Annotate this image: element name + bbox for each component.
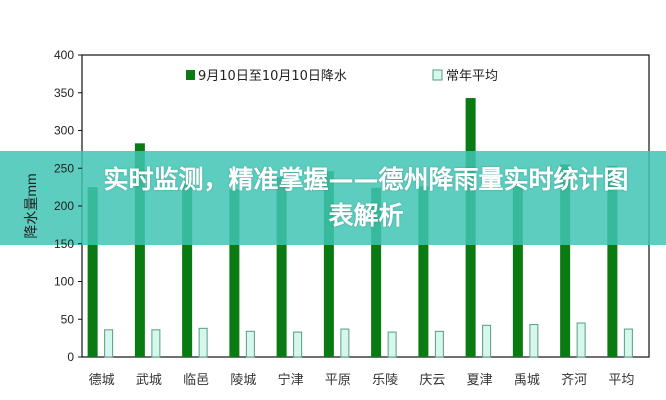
bar-average [293,331,303,358]
legend-swatch-rainfall [186,70,195,80]
bar-rainfall [182,180,193,357]
bar-average [104,329,114,358]
legend-swatch-average [432,69,443,81]
bar-rainfall [607,165,618,357]
bar-rainfall [134,143,145,357]
bar-rainfall [418,186,429,357]
bar-average [245,330,255,358]
x-tick-label: 德城 [89,373,115,388]
x-tick-label: 武城 [136,373,162,388]
bar-rainfall [371,187,382,357]
banner-title: 实时监测，精准掌握——德州降雨量实时统计图表解析 [103,165,629,230]
bar-rainfall [229,189,240,357]
x-tick-label: 乐陵 [372,373,398,388]
x-tick-label: 齐河 [561,372,587,388]
bar-average [151,329,161,358]
title-banner: 实时监测，精准掌握——德州降雨量实时统计图表解析 [0,151,666,245]
legend-label-rainfall: 9月10日至10月10日降水 [198,69,347,84]
bar-rainfall [323,171,334,357]
x-tick-label: 庆云 [419,373,445,388]
x-tick-label: 临邑 [183,373,209,388]
bar-rainfall [512,183,523,357]
bar-average [198,327,208,358]
legend-label-average: 常年平均 [446,69,498,84]
bar-average [623,328,633,358]
bar-average [576,322,586,358]
bar-average [387,331,397,358]
bar-average [340,328,350,358]
x-tick-label: 平原 [325,373,351,388]
bar-average [529,324,539,358]
bar-rainfall [87,187,98,357]
x-tick-label: 平均 [608,373,634,388]
x-tick-label: 禹城 [514,373,540,388]
bar-average [482,324,492,358]
x-tick-label: 宁津 [278,372,304,388]
bar-average [434,330,444,358]
x-tick-label: 夏津 [467,373,493,388]
bar-rainfall [560,164,571,357]
x-tick-label: 陵城 [230,373,256,388]
bar-rainfall [276,177,287,357]
